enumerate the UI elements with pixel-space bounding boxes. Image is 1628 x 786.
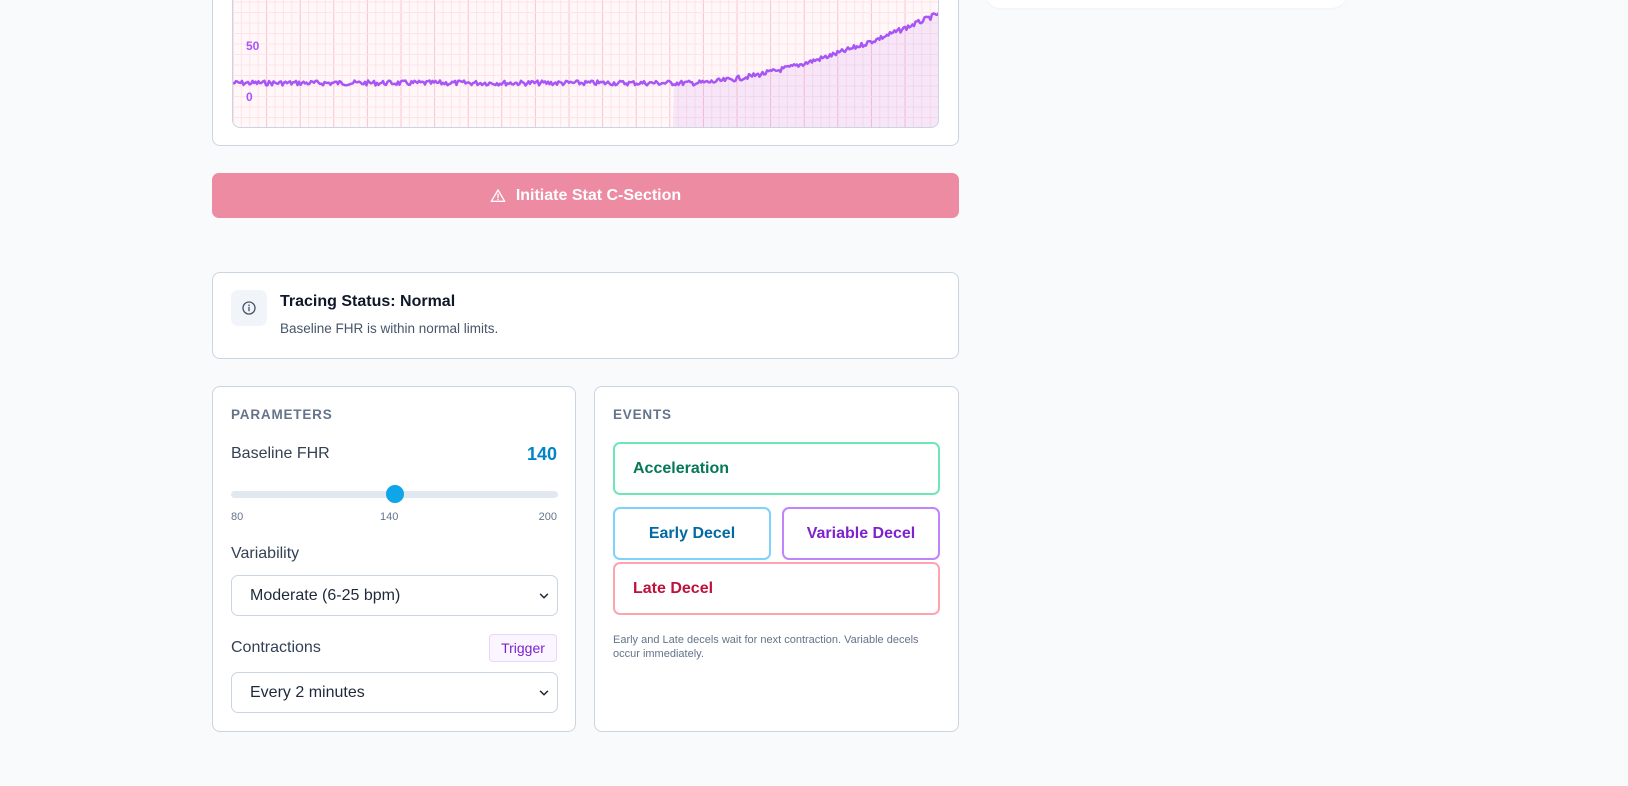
late-decel-button[interactable]: Late Decel bbox=[613, 562, 940, 615]
trigger-contraction-button[interactable]: Trigger bbox=[489, 634, 557, 662]
y-tick-50: 50 bbox=[246, 39, 260, 53]
warning-triangle-icon bbox=[490, 188, 506, 202]
fhr-tracing-area: 50 0 bbox=[232, 0, 939, 128]
stat-csection-label: Initiate Stat C-Section bbox=[515, 186, 682, 204]
status-title: Tracing Status: Normal bbox=[280, 293, 456, 310]
fhr-tracing-svg bbox=[233, 0, 938, 127]
fhr-tracing-line bbox=[233, 11, 938, 87]
events-heading: EVENTS bbox=[613, 407, 672, 422]
slider-tick-min: 80 bbox=[231, 511, 244, 523]
baseline-fhr-value: 140 bbox=[526, 444, 557, 464]
tracing-status-card: Tracing Status: Normal Baseline FHR is w… bbox=[212, 272, 959, 359]
fhr-tracing-fill bbox=[673, 13, 938, 127]
chevron-down-icon bbox=[539, 690, 549, 696]
baseline-fhr-slider[interactable] bbox=[231, 485, 558, 503]
status-description: Baseline FHR is within normal limits. bbox=[280, 321, 499, 336]
side-card bbox=[986, 0, 1346, 8]
fhr-chart-card: 50 0 bbox=[212, 0, 959, 146]
events-panel: EVENTS Acceleration Early Decel Variable… bbox=[594, 386, 959, 732]
chevron-down-icon bbox=[539, 593, 549, 599]
contractions-selected-value: Every 2 minutes bbox=[250, 683, 365, 701]
slider-tick-max: 200 bbox=[538, 511, 557, 523]
events-note: Early and Late decels wait for next cont… bbox=[613, 634, 919, 660]
variable-decel-button[interactable]: Variable Decel bbox=[782, 507, 940, 560]
variability-label: Variability bbox=[231, 545, 300, 562]
baseline-fhr-label: Baseline FHR bbox=[231, 445, 330, 462]
y-tick-0: 0 bbox=[246, 90, 253, 104]
parameters-heading: PARAMETERS bbox=[231, 407, 333, 422]
contractions-select[interactable]: Every 2 minutes bbox=[231, 672, 558, 713]
contractions-label: Contractions bbox=[231, 639, 321, 656]
initiate-stat-csection-button[interactable]: Initiate Stat C-Section bbox=[212, 173, 959, 218]
info-circle-icon bbox=[231, 290, 267, 326]
early-decel-button[interactable]: Early Decel bbox=[613, 507, 771, 560]
slider-tick-mid: 140 bbox=[380, 511, 399, 523]
parameters-panel: PARAMETERS Baseline FHR 140 80 140 200 V… bbox=[212, 386, 576, 732]
baseline-fhr-slider-thumb[interactable] bbox=[385, 485, 404, 503]
variability-select[interactable]: Moderate (6-25 bpm) bbox=[231, 575, 558, 616]
acceleration-button[interactable]: Acceleration bbox=[613, 442, 940, 495]
variability-selected-value: Moderate (6-25 bpm) bbox=[250, 586, 401, 604]
